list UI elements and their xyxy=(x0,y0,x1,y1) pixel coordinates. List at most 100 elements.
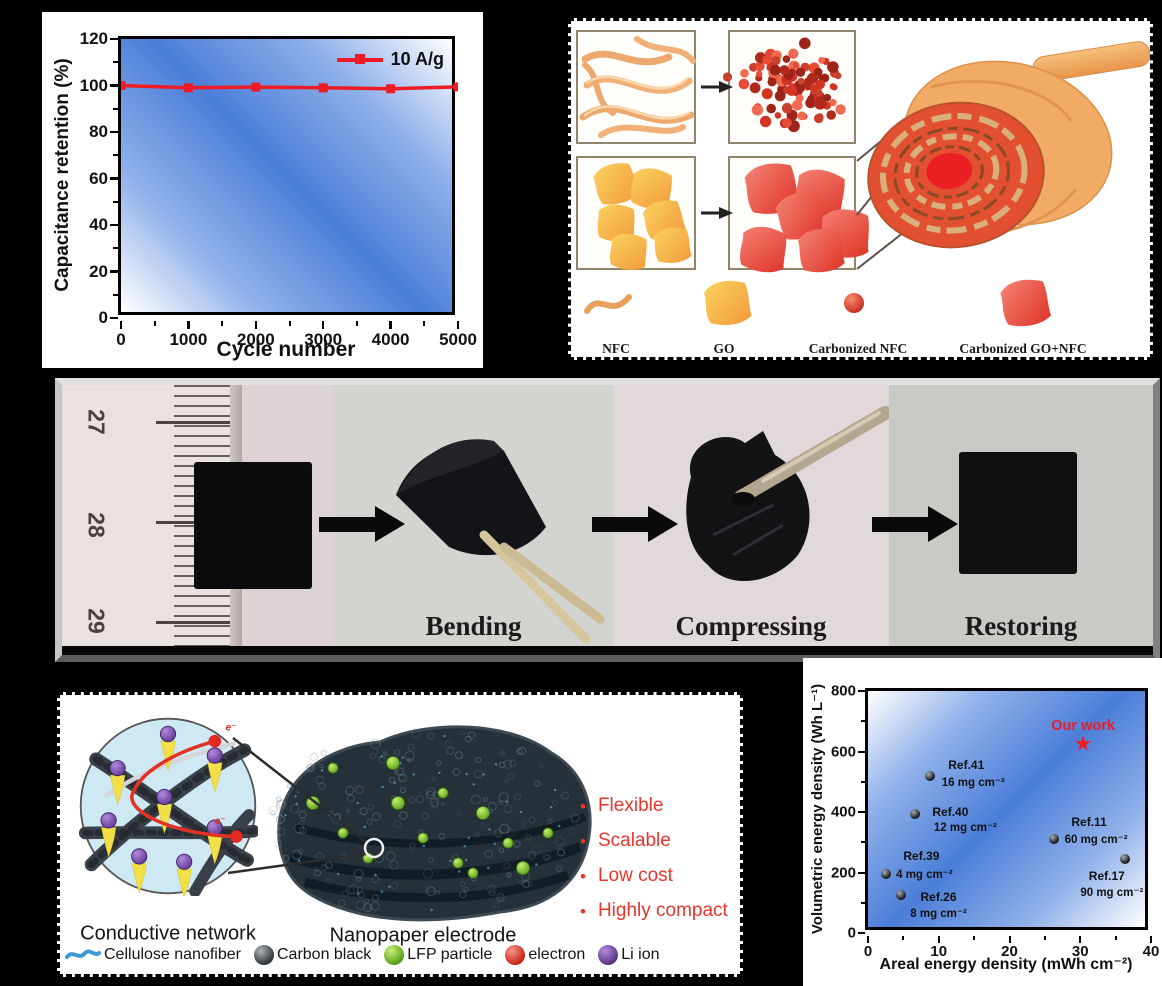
legend-label: Carbon black xyxy=(276,946,372,963)
x-tick-label: 4000 xyxy=(371,330,410,349)
legend-label: LFP particle xyxy=(407,946,493,963)
cycling-plot-area: 10 A/g 0 1000 2000 3000 4000 5000 0 20 40 60 80 100… xyxy=(80,29,477,349)
y-major-tick xyxy=(110,84,118,87)
y-minor-tick xyxy=(861,841,865,844)
x-minor-tick xyxy=(902,936,905,940)
feature-label: Highly compact xyxy=(597,900,728,921)
y-major-tick xyxy=(858,750,865,753)
x-tick-label: 30 xyxy=(1071,943,1089,960)
legend-label: electron xyxy=(528,946,586,963)
cycling-stability-panel: Capacitance retention (%) 10 A/g 0 1000 20… xyxy=(42,12,483,368)
y-minor-tick xyxy=(861,720,865,723)
y-minor-tick xyxy=(113,107,118,110)
y-minor-tick xyxy=(113,154,118,157)
y-minor-tick xyxy=(861,780,865,783)
x-tick-label: 40 xyxy=(1142,943,1160,960)
x-major-tick xyxy=(119,321,123,329)
y-tick-label: 120 xyxy=(79,29,108,48)
y-minor-tick xyxy=(113,200,118,203)
y-major-tick xyxy=(110,177,118,180)
electron-dot xyxy=(208,734,222,748)
data-point xyxy=(881,869,892,879)
y-tick-label: 40 xyxy=(89,215,108,234)
energy-plot-area: 0 10 20 30 40 0 200 400 600 800 Ref.41 16 mg cm⁻² Re… xyxy=(831,683,1159,961)
loading-label: 4 mg cm⁻² xyxy=(896,869,953,881)
data-marker xyxy=(386,84,396,94)
x-major-tick xyxy=(937,936,940,943)
carbonized-go-sheet-icon xyxy=(999,276,1053,329)
restored-sample xyxy=(959,452,1077,574)
y-minor-tick xyxy=(113,247,118,250)
x-minor-tick xyxy=(1114,936,1117,940)
nanopaper-sample xyxy=(194,462,312,589)
y-tick-label: 400 xyxy=(830,803,856,821)
x-tick-label: 0 xyxy=(116,330,126,349)
x-major-tick xyxy=(456,321,460,329)
photo-strip-shadow xyxy=(62,646,1153,655)
compressing-photo-illustration xyxy=(686,406,889,582)
arrow-right-icon xyxy=(872,506,958,543)
ref-label: Ref.11 xyxy=(1071,815,1107,830)
ref-label: Ref.17 xyxy=(1088,868,1125,883)
y-minor-tick xyxy=(113,293,118,296)
x-major-tick xyxy=(1150,936,1152,943)
y-tick-label: 800 xyxy=(830,682,856,700)
bullet-icon: • xyxy=(580,901,586,921)
electron-symbol: e⁻ xyxy=(226,722,237,733)
feature-label: Low cost xyxy=(597,865,673,886)
x-tick-label: 1000 xyxy=(169,330,208,349)
conductive-network-circle: e⁻ e⁻ xyxy=(78,717,258,896)
y-major-tick xyxy=(110,223,118,227)
data-marker xyxy=(453,82,458,92)
our-work-star-icon: ★ xyxy=(1073,732,1093,756)
synthesis-diagram-panel: NFC GO Carbonized NFC Carbonized GO+NFC xyxy=(568,18,1153,360)
ruler-mark: 29 xyxy=(83,608,110,634)
tweezers-arm xyxy=(479,530,591,644)
y-axis-label: Volumetric energy density (Wh L⁻¹) xyxy=(809,683,826,935)
y-tick-label: 200 xyxy=(830,864,856,881)
lfp-particle-icon xyxy=(384,945,405,965)
y-tick-label: 20 xyxy=(89,261,108,281)
x-tick-label: 0 xyxy=(863,943,873,960)
ref-label: Ref.26 xyxy=(920,890,957,905)
data-point xyxy=(1119,853,1130,864)
electron-icon xyxy=(505,945,526,965)
y-tick-label: 100 xyxy=(79,75,108,95)
feature-item: • Low cost xyxy=(580,865,728,887)
x-major-tick xyxy=(254,321,258,329)
electron-path xyxy=(130,739,237,839)
synthesis-legend-icons xyxy=(584,276,1053,329)
feature-label: Flexible xyxy=(597,795,664,816)
carbonized-nfc-dot-icon xyxy=(844,293,864,313)
y-tick-label: 0 xyxy=(98,308,108,327)
loading-label: 60 mg cm⁻² xyxy=(1064,834,1128,847)
x-minor-tick xyxy=(1043,936,1046,940)
feature-item: • Highly compact xyxy=(580,900,728,922)
synthesis-illustration: NFC GO Carbonized NFC Carbonized GO+NFC xyxy=(576,30,1151,356)
caption-conductive-network: Conductive network xyxy=(80,922,256,945)
ref-label: Ref.40 xyxy=(932,804,969,819)
y-major-tick xyxy=(858,932,865,934)
loading-label: 12 mg cm⁻² xyxy=(933,821,997,834)
step-label-bending: Bending xyxy=(425,611,522,641)
electrode-diagram-panel: e⁻ e⁻ Conductive network Nanopaper elect… xyxy=(57,692,743,977)
x-minor-tick xyxy=(153,321,156,326)
y-axis-label: Capacitance retention (%) xyxy=(52,58,73,292)
loading-label: 90 mg cm⁻² xyxy=(1080,886,1144,899)
ruler-mark: 27 xyxy=(83,409,110,435)
x-axis-label: Cycle number xyxy=(216,338,356,361)
arrow-right-icon xyxy=(592,506,678,543)
feature-item: • Scalable xyxy=(580,830,728,852)
bending-photo-illustration xyxy=(396,439,605,644)
carbon-black-icon xyxy=(253,945,274,965)
legend-label-nfc: NFC xyxy=(602,341,630,356)
ruler-photo-segment: 27 28 29 xyxy=(62,385,334,655)
carbonized-nfc-cluster xyxy=(722,37,846,133)
x-tick-label: 3000 xyxy=(304,330,343,349)
y-major-tick xyxy=(858,811,865,813)
legend-label-carbonized-go-nfc: Carbonized GO+NFC xyxy=(959,341,1086,356)
x-major-tick xyxy=(1079,936,1082,943)
y-major-tick xyxy=(110,37,118,41)
y-tick-label: 80 xyxy=(89,122,108,141)
y-major-tick xyxy=(110,316,118,320)
